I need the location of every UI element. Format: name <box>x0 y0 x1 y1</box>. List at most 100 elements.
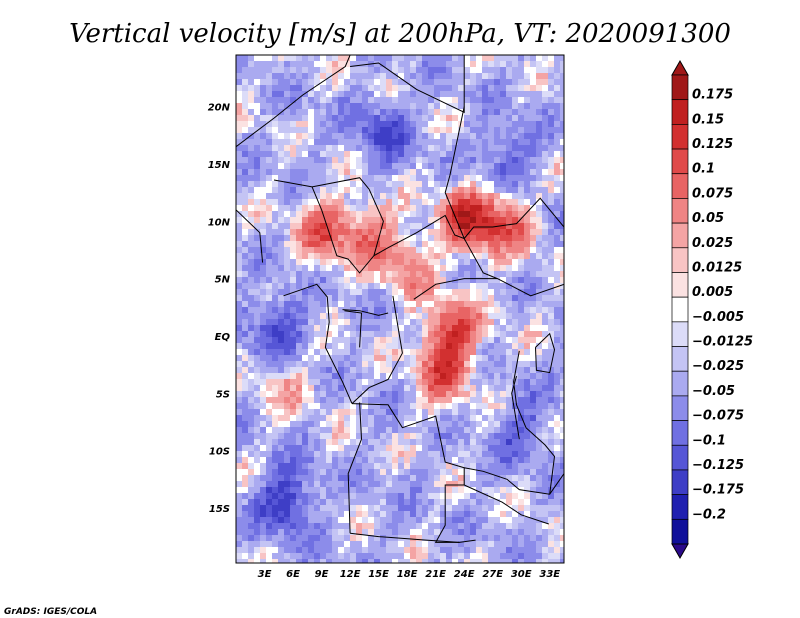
field-cell <box>236 247 242 253</box>
field-cell <box>320 91 326 97</box>
field-cell <box>386 247 392 253</box>
field-cell <box>536 517 542 523</box>
field-cell <box>314 193 320 199</box>
field-cell <box>254 145 260 151</box>
field-cell <box>272 499 278 505</box>
field-cell <box>332 523 338 529</box>
field-cell <box>542 139 548 145</box>
field-cell <box>266 259 272 265</box>
x-tick-label: 24E <box>454 569 475 580</box>
field-cell <box>392 145 398 151</box>
field-cell <box>476 121 482 127</box>
field-cell <box>278 241 284 247</box>
field-cell <box>344 151 350 157</box>
field-cell <box>524 295 530 301</box>
field-cell <box>560 421 564 427</box>
field-cell <box>248 157 254 163</box>
field-cell <box>290 61 296 67</box>
field-cell <box>506 553 512 559</box>
field-cell <box>344 445 350 451</box>
field-cell <box>428 301 434 307</box>
field-cell <box>422 403 428 409</box>
field-cell <box>392 133 398 139</box>
field-cell <box>434 163 440 169</box>
field-cell <box>458 421 464 427</box>
field-cell <box>242 319 248 325</box>
field-cell <box>452 97 458 103</box>
field-cell <box>368 397 374 403</box>
field-cell <box>518 61 524 67</box>
field-cell <box>272 295 278 301</box>
field-cell <box>386 451 392 457</box>
field-cell <box>530 487 536 493</box>
field-cell <box>308 445 314 451</box>
field-cell <box>338 439 344 445</box>
field-cell <box>554 529 560 535</box>
field-cell <box>536 289 542 295</box>
colorbar-swatch <box>671 420 689 446</box>
field-cell <box>314 475 320 481</box>
field-cell <box>248 319 254 325</box>
field-cell <box>284 331 290 337</box>
field-cell <box>350 277 356 283</box>
field-cell <box>272 463 278 469</box>
field-cell <box>470 427 476 433</box>
field-cell <box>458 211 464 217</box>
field-cell <box>524 193 530 199</box>
field-cell <box>440 85 446 91</box>
field-cell <box>392 205 398 211</box>
field-cell <box>494 115 500 121</box>
field-cell <box>242 61 248 67</box>
field-cell <box>464 469 470 475</box>
field-cell <box>512 211 518 217</box>
field-cell <box>338 169 344 175</box>
field-cell <box>440 133 446 139</box>
field-cell <box>350 169 356 175</box>
field-cell <box>440 109 446 115</box>
field-cell <box>398 271 404 277</box>
field-cell <box>530 133 536 139</box>
field-cell <box>272 145 278 151</box>
field-cell <box>350 367 356 373</box>
field-cell <box>242 337 248 343</box>
field-cell <box>548 133 554 139</box>
field-cell <box>560 517 564 523</box>
field-cell <box>500 241 506 247</box>
field-cell <box>464 151 470 157</box>
field-cell <box>260 235 266 241</box>
field-cell <box>512 163 518 169</box>
field-cell <box>428 175 434 181</box>
field-cell <box>248 487 254 493</box>
field-cell <box>266 505 272 511</box>
field-cell <box>362 115 368 121</box>
field-cell <box>542 229 548 235</box>
field-cell <box>554 493 560 499</box>
border-line <box>464 467 564 495</box>
field-cell <box>560 313 564 319</box>
field-cell <box>434 355 440 361</box>
field-cell <box>428 97 434 103</box>
field-cell <box>392 211 398 217</box>
field-cell <box>416 295 422 301</box>
field-cell <box>332 235 338 241</box>
field-cell <box>338 409 344 415</box>
field-cell <box>482 523 488 529</box>
field-cell <box>248 277 254 283</box>
field-cell <box>242 73 248 79</box>
field-cell <box>560 283 564 289</box>
field-cell <box>362 121 368 127</box>
field-cell <box>542 283 548 289</box>
field-cell <box>272 205 278 211</box>
field-cell <box>350 229 356 235</box>
field-cell <box>524 511 530 517</box>
field-cell <box>302 241 308 247</box>
field-cell <box>284 259 290 265</box>
border-line <box>373 214 564 297</box>
field-cell <box>452 247 458 253</box>
field-cell <box>554 457 560 463</box>
field-cell <box>452 547 458 553</box>
field-cell <box>308 151 314 157</box>
field-cell <box>368 355 374 361</box>
field-cell <box>374 451 380 457</box>
field-cell <box>548 409 554 415</box>
